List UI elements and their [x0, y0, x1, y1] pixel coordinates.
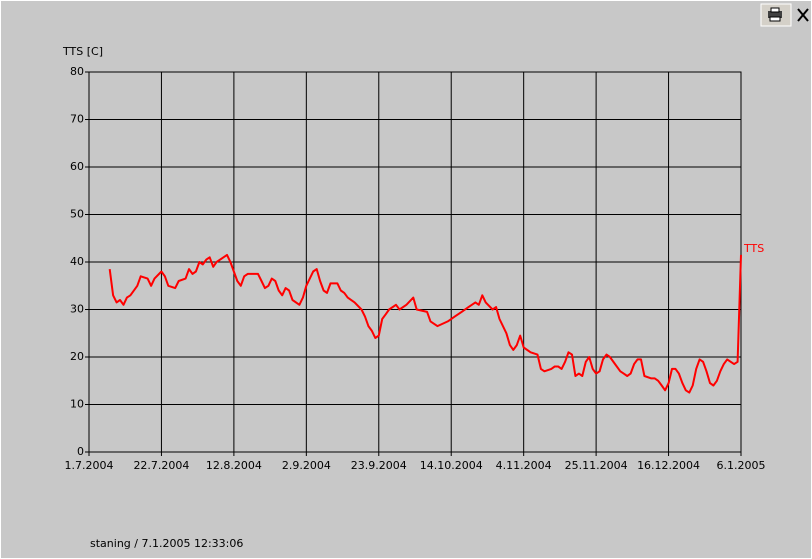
y-tick-label: 60	[70, 160, 84, 173]
y-tick-label: 80	[70, 65, 84, 78]
y-tick-label: 50	[70, 208, 84, 221]
y-axis-label: TTS [C]	[62, 45, 103, 58]
y-tick-label: 20	[70, 350, 84, 363]
x-tick-label: 4.11.2004	[496, 459, 552, 472]
x-tick-label: 1.7.2004	[65, 459, 114, 472]
x-tick-label: 23.9.2004	[351, 459, 407, 472]
y-tick-label: 10	[70, 398, 84, 411]
x-tick-label: 16.12.2004	[637, 459, 700, 472]
x-tick-label: 12.8.2004	[206, 459, 262, 472]
y-tick-label: 0	[77, 445, 84, 458]
toolbar	[760, 3, 809, 27]
x-tick-label: 25.11.2004	[565, 459, 628, 472]
footer: staning / 7.1.2005 12:33:06	[90, 537, 243, 550]
x-tick-label: 6.1.2005	[717, 459, 766, 472]
x-tick-label: 22.7.2004	[133, 459, 189, 472]
data-line	[108, 253, 742, 394]
y-tick-label: 70	[70, 113, 84, 126]
close-button[interactable]	[797, 8, 809, 22]
print-icon	[768, 7, 782, 22]
x-tick-label: 14.10.2004	[420, 459, 483, 472]
y-tick-label: 40	[70, 255, 84, 268]
x-tick-label: 2.9.2004	[282, 459, 331, 472]
y-tick-label: 30	[70, 303, 84, 316]
series-label: TTS	[743, 242, 764, 255]
